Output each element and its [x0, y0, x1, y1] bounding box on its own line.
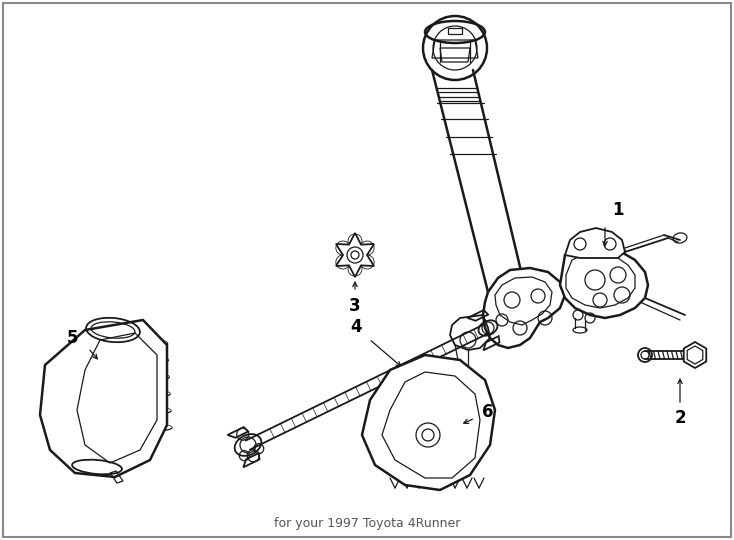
Text: 1: 1 [612, 201, 624, 219]
Text: 6: 6 [482, 403, 494, 421]
Text: 3: 3 [349, 297, 361, 315]
Text: 4: 4 [350, 318, 362, 336]
Polygon shape [483, 268, 565, 348]
Text: 2: 2 [675, 409, 686, 427]
Polygon shape [40, 320, 167, 477]
Text: 5: 5 [66, 329, 78, 347]
Polygon shape [362, 355, 495, 490]
Text: for your 1997 Toyota 4Runner: for your 1997 Toyota 4Runner [274, 517, 460, 530]
Polygon shape [565, 228, 625, 258]
Polygon shape [560, 246, 648, 318]
Polygon shape [684, 342, 706, 368]
Polygon shape [336, 233, 374, 277]
